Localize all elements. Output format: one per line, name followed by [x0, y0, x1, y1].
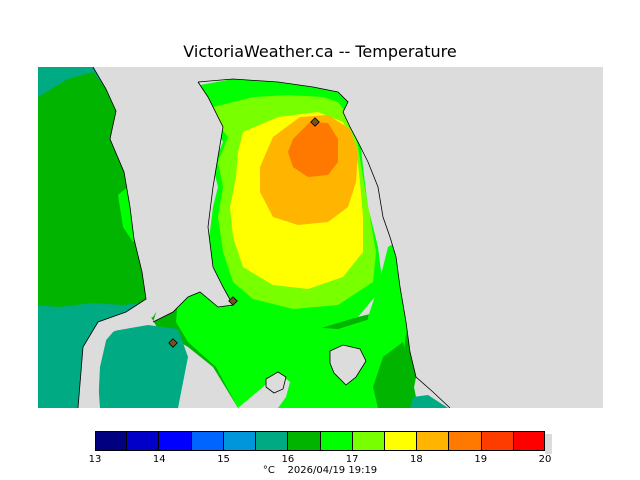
temperature-zone-east-16 [373, 342, 423, 408]
coastline-peninsula [152, 81, 234, 323]
temperature-map-svg [38, 67, 603, 408]
timestamp: 2026/04/19 19:19 [287, 465, 378, 476]
legend-tick-labels: 13 14 15 16 17 18 19 20 [89, 454, 552, 466]
station-north-marker[interactable] [310, 117, 320, 127]
station-middle-marker[interactable] [228, 296, 238, 306]
legend-tick-13: 13 [88, 454, 102, 465]
island-small-south [265, 371, 287, 394]
legend-swatch-12 [481, 431, 514, 451]
land-mass-west-island [78, 67, 166, 408]
legend-tick-17: 17 [345, 454, 359, 465]
station-south-west-marker[interactable] [168, 338, 178, 348]
legend-swatch-7 [320, 431, 353, 451]
legend-swatch-8 [352, 431, 385, 451]
legend-tick-20: 20 [538, 454, 552, 465]
legend-tick-19: 19 [474, 454, 488, 465]
legend-footer: °C 2026/04/19 19:19 [0, 465, 640, 476]
legend-swatch-5 [256, 431, 289, 451]
legend-swatch-10 [417, 431, 450, 451]
temperature-map[interactable] [38, 67, 603, 408]
legend-tick-14: 14 [152, 454, 166, 465]
legend-swatch-4 [223, 431, 257, 451]
legend-swatch-11 [449, 431, 482, 451]
legend-swatch-13 [513, 431, 546, 451]
legend-swatch-2 [159, 431, 192, 451]
coastline-north [197, 78, 451, 408]
legend-swatch-6 [288, 431, 321, 451]
legend-swatch-9 [384, 431, 418, 451]
island-east-small [329, 344, 367, 386]
land-mass-peninsula [134, 67, 233, 322]
legend-shadow [545, 434, 552, 454]
temperature-zone-north-19 [288, 122, 338, 177]
legend-color-bar [95, 431, 546, 451]
legend-tick-16: 16 [281, 454, 295, 465]
temperature-zone-strait-16 [98, 325, 188, 408]
legend-swatch-0 [95, 431, 128, 451]
color-legend: 13 14 15 16 17 18 19 20 [89, 431, 552, 465]
map-title: VictoriaWeather.ca -- Temperature [183, 42, 457, 61]
legend-swatch-3 [191, 431, 224, 451]
legend-swatch-1 [127, 431, 160, 451]
temperature-zone-east-teal [410, 395, 448, 408]
coastline-west [77, 67, 147, 408]
temperature-zone-west-16-5 [38, 72, 150, 307]
legend-border [95, 431, 545, 451]
legend-tick-15: 15 [217, 454, 230, 465]
land-mass-north [198, 67, 603, 408]
legend-unit: °C [262, 465, 275, 476]
legend-tick-18: 18 [410, 454, 423, 465]
